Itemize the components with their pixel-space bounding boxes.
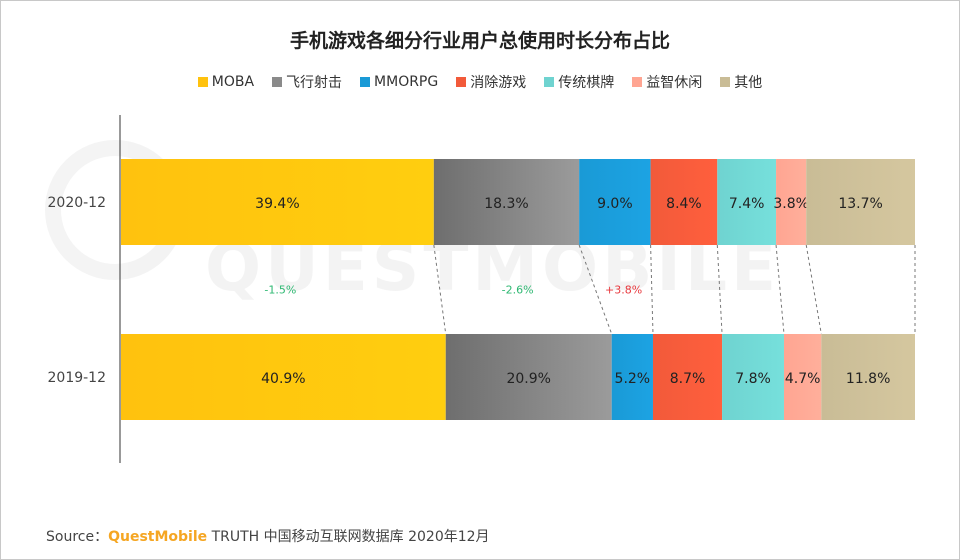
source-note: Source：QuestMobile TRUTH 中国移动互联网数据库 2020…: [46, 526, 490, 546]
source-prefix: Source：: [46, 529, 109, 545]
bar-segment: [806, 159, 915, 245]
connector-line: [716, 244, 723, 335]
connector-line: [650, 244, 654, 335]
bar-segment: [445, 334, 612, 420]
data-label: 40.9%: [261, 371, 305, 387]
connector-line: [775, 244, 785, 335]
legend-label: 消除游戏: [470, 75, 527, 91]
data-label: 9.0%: [597, 196, 633, 212]
change-label: -2.6%: [502, 284, 534, 297]
legend-swatch: [272, 77, 283, 87]
connector-line: [433, 244, 447, 335]
bar-segment: [611, 334, 653, 420]
legend-item: 传统棋牌: [544, 72, 614, 92]
data-label: 4.7%: [785, 371, 821, 387]
data-label: 7.8%: [735, 371, 771, 387]
data-label: 18.3%: [484, 196, 528, 212]
source-brand: QuestMobile: [108, 529, 208, 545]
legend-swatch: [632, 77, 643, 87]
bar-segment: [783, 334, 822, 420]
change-label: +3.8%: [605, 284, 642, 297]
data-label: 5.2%: [615, 371, 651, 387]
data-label: 11.8%: [846, 371, 890, 387]
data-label: 3.8%: [773, 196, 809, 212]
bar-segment: [433, 159, 580, 245]
data-label: 8.7%: [670, 371, 706, 387]
chart-legend: MOBA 飞行射击 MMORPG 消除游戏 传统棋牌 益智休闲 其他: [0, 72, 960, 92]
category-label: 2020-12: [48, 195, 107, 211]
source-rest: TRUTH 中国移动互联网数据库 2020年12月: [207, 529, 490, 545]
legend-swatch: [360, 77, 371, 87]
chart-title: 手机游戏各细分行业用户总使用时长分布占比: [289, 30, 670, 52]
bar-segment: [717, 159, 777, 245]
bar-segment: [722, 334, 784, 420]
legend-label: 益智休闲: [646, 75, 703, 91]
legend-item: 益智休闲: [632, 72, 702, 92]
bar-segment: [821, 334, 915, 420]
data-label: 20.9%: [506, 371, 550, 387]
bar-segment: [650, 159, 718, 245]
data-label: 7.4%: [729, 196, 765, 212]
legend-label: 飞行射击: [286, 75, 343, 91]
connector-line: [578, 244, 613, 335]
change-label: -1.5%: [264, 284, 296, 297]
connector-line: [805, 244, 822, 335]
legend-label: MOBA: [211, 74, 255, 90]
legend-swatch: [456, 77, 467, 87]
legend-swatch: [197, 77, 208, 87]
legend-label: 其他: [734, 75, 763, 91]
legend-item: 其他: [720, 72, 762, 92]
bar-segment: [652, 334, 723, 420]
legend-label: MMORPG: [374, 74, 439, 90]
legend-swatch: [544, 77, 555, 87]
data-label: 13.7%: [838, 196, 882, 212]
legend-item: 消除游戏: [456, 72, 526, 92]
legend-item: 飞行射击: [272, 72, 342, 92]
legend-label: 传统棋牌: [558, 75, 615, 91]
data-label: 39.4%: [255, 196, 299, 212]
data-label: 8.4%: [666, 196, 702, 212]
legend-item: MOBA: [197, 72, 255, 92]
legend-item: MMORPG: [360, 72, 438, 92]
bar-segment: [121, 159, 434, 245]
legend-swatch: [720, 77, 731, 87]
bar-segment: [776, 159, 807, 245]
bar-segment: [121, 334, 446, 420]
category-label: 2019-12: [48, 370, 107, 386]
bar-segment: [579, 159, 651, 245]
